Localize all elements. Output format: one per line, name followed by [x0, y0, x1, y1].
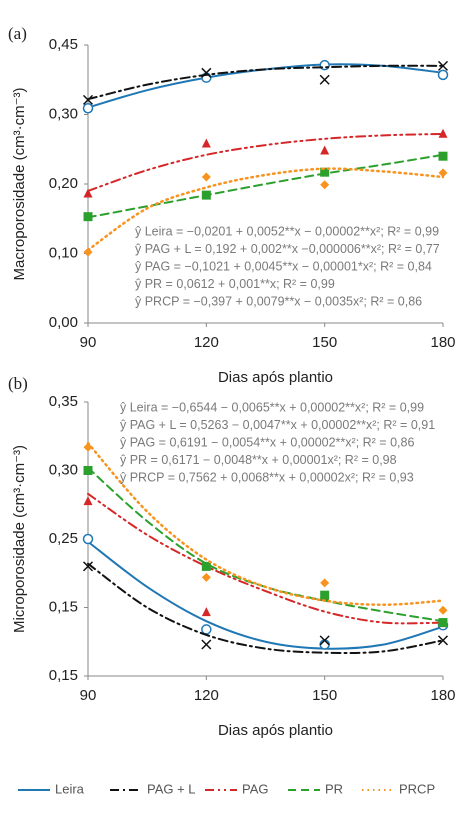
- x-tick-label: 180: [430, 687, 455, 704]
- marker: [320, 180, 330, 190]
- marker: [201, 67, 212, 78]
- fit-curve: [87, 540, 444, 650]
- fit-curve: [86, 167, 445, 252]
- marker: [82, 533, 94, 545]
- marker: [320, 590, 330, 600]
- x-axis-title: Dias após plantio: [218, 369, 333, 386]
- marker: [438, 128, 448, 138]
- marker: [201, 572, 211, 582]
- fit-curve: [87, 562, 444, 655]
- y-axis-title: Microporosidade (cm³·cm⁻³): [11, 445, 28, 633]
- x-tick-label: 150: [312, 334, 337, 351]
- panel-label: (b): [8, 374, 28, 393]
- x-tick-label: 120: [194, 687, 219, 704]
- legend-label: PR: [325, 781, 343, 796]
- marker: [438, 618, 448, 628]
- y-tick-label: 0,45: [49, 36, 78, 53]
- fit-curve: [87, 64, 444, 101]
- marker: [83, 442, 93, 452]
- fit-curve: [87, 466, 444, 623]
- marker: [320, 578, 330, 588]
- x-tick-label: 180: [430, 334, 455, 351]
- y-tick-label: 0,15: [49, 667, 78, 684]
- y-tick-label: 0,30: [49, 105, 78, 122]
- marker: [201, 172, 211, 182]
- marker: [437, 69, 449, 81]
- y-axis-title: Macroporosidade (cm³·cm⁻³): [11, 88, 28, 281]
- x-tick-label: 90: [80, 334, 97, 351]
- marker: [82, 94, 94, 105]
- marker: [83, 212, 93, 222]
- equation: ŷ PRCP = −0,397 + 0,0079**x − 0,0035x²; …: [135, 294, 422, 308]
- legend-label: PAG + L: [147, 781, 196, 796]
- legend-label: Leira: [55, 781, 85, 796]
- marker: [83, 247, 93, 257]
- equation: ŷ Leira = −0,6544 − 0,0065**x + 0,00002*…: [120, 400, 424, 414]
- marker: [438, 151, 448, 161]
- marker: [201, 561, 211, 571]
- equation: ŷ PAG + L = 0,5263 − 0,0047**x + 0,00002…: [120, 418, 435, 432]
- legend-label: PAG: [242, 781, 269, 796]
- equation: ŷ Leira = −0,0201 + 0,0052**x − 0,00002*…: [135, 224, 439, 238]
- equation: ŷ PR = 0,0612 + 0,001**x; R² = 0,99: [135, 277, 335, 291]
- marker: [82, 102, 94, 114]
- panel-label: (a): [8, 24, 27, 43]
- marker: [201, 624, 212, 635]
- marker: [201, 138, 211, 148]
- y-tick-label: 0,30: [49, 461, 78, 478]
- marker: [438, 605, 448, 615]
- fit-curve: [87, 492, 444, 625]
- equation: ŷ PRCP = 0,7562 + 0,0068**x + 0,00002x²;…: [120, 470, 414, 484]
- x-tick-label: 150: [312, 687, 337, 704]
- x-tick-label: 120: [194, 334, 219, 351]
- y-tick-label: 0,20: [49, 175, 78, 192]
- y-tick-label: 0,25: [49, 530, 78, 547]
- y-tick-label: 0,00: [49, 314, 78, 331]
- marker: [438, 168, 448, 178]
- marker: [83, 496, 93, 506]
- equation: ŷ PAG = −0,1021 + 0,0045**x − 0,00001*x²…: [135, 259, 432, 273]
- fit-curve: [86, 441, 445, 607]
- marker: [320, 145, 330, 155]
- equation: ŷ PAG = 0,6191 − 0,0054**x + 0,00002**x²…: [120, 435, 414, 449]
- marker: [82, 561, 94, 572]
- legend-label: PRCP: [399, 781, 435, 796]
- fit-curve: [87, 63, 444, 109]
- fit-curve: [87, 153, 444, 219]
- marker: [319, 635, 330, 646]
- equation: ŷ PR = 0,6171 − 0,0048**x + 0,00001x²; R…: [120, 453, 397, 467]
- marker: [201, 607, 211, 617]
- x-tick-label: 90: [80, 687, 97, 704]
- marker: [83, 466, 93, 475]
- marker: [83, 188, 93, 198]
- marker: [437, 60, 449, 71]
- y-tick-label: 0,10: [49, 244, 78, 261]
- y-tick-label: 0,15: [49, 598, 78, 615]
- marker: [201, 190, 211, 200]
- y-tick-label: 0,35: [49, 393, 78, 410]
- x-axis-title: Dias após plantio: [218, 722, 333, 739]
- marker: [320, 167, 330, 177]
- equation: ŷ PAG + L = 0,192 + 0,002**x −0,000006**…: [135, 242, 440, 256]
- marker: [437, 635, 449, 646]
- marker: [319, 74, 330, 85]
- marker: [201, 639, 212, 650]
- fit-curve: [87, 132, 444, 192]
